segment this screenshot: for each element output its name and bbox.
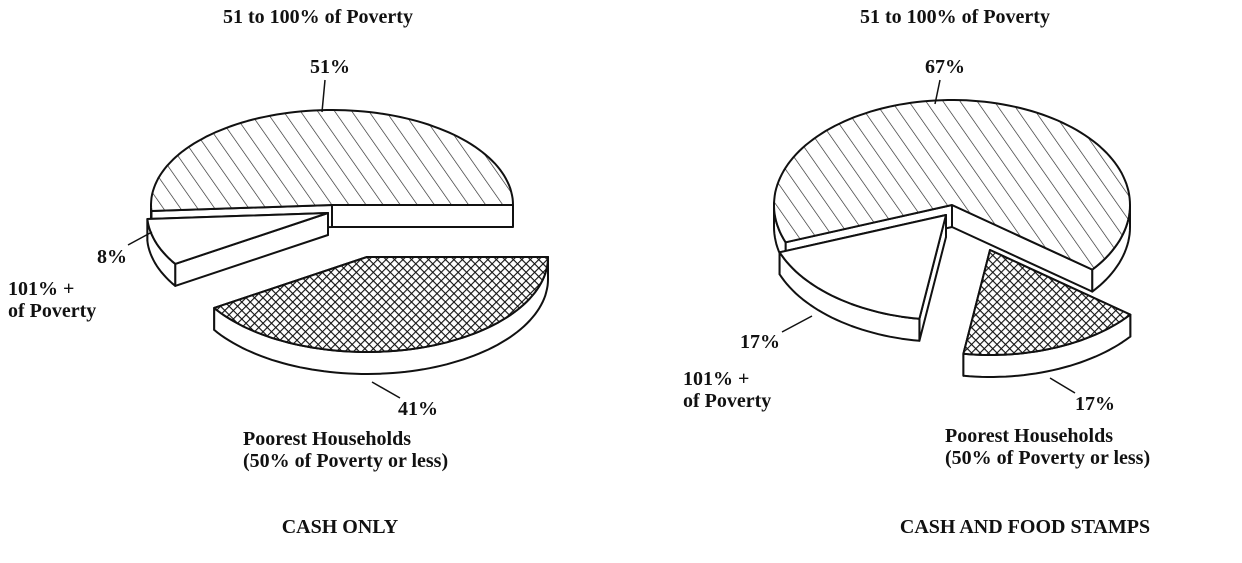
category-label: Poorest Households (50% of Poverty or les… (243, 428, 448, 472)
leader-line (1049, 377, 1076, 394)
slice (213, 256, 549, 353)
value-label: 8% (97, 246, 127, 268)
leader-line (371, 381, 401, 399)
leader-line (934, 79, 941, 105)
category-label: 101% + of Poverty (8, 278, 96, 322)
category-label: 51 to 100% of Poverty (860, 6, 1050, 28)
value-label: 17% (1075, 393, 1115, 415)
category-label: 51 to 100% of Poverty (223, 6, 413, 28)
category-label: 101% + of Poverty (683, 368, 771, 412)
slice (773, 99, 1131, 271)
value-label: 17% (740, 331, 780, 353)
chart-title: CASH ONLY (282, 516, 399, 538)
chart-title: CASH AND FOOD STAMPS (900, 516, 1150, 538)
value-label: 51% (310, 56, 350, 78)
slice (150, 109, 514, 212)
slice (778, 214, 947, 320)
value-label: 41% (398, 398, 438, 420)
leader-line (321, 79, 326, 113)
leader-line (781, 315, 813, 333)
value-label: 67% (925, 56, 965, 78)
category-label: Poorest Households (50% of Poverty or les… (945, 425, 1150, 469)
slice-wall (331, 204, 514, 228)
slice (962, 249, 1132, 356)
slice (146, 212, 329, 265)
leader-line (127, 231, 153, 246)
